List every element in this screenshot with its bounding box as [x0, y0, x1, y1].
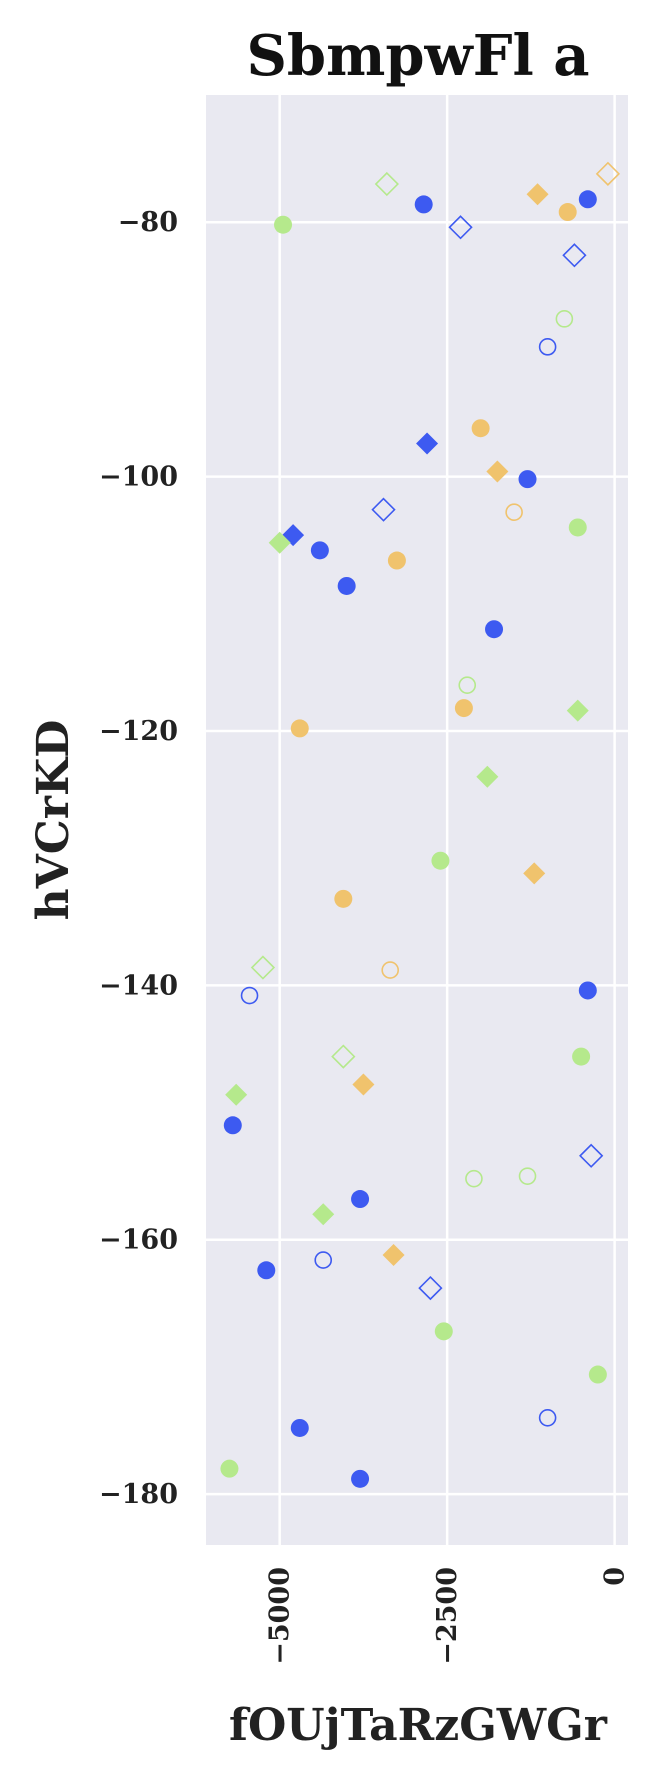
y-tick-label: −100: [99, 462, 178, 493]
green-diamond-hollow-point: [331, 1044, 356, 1069]
blue-circle-filled-point: [351, 1190, 370, 1209]
green-diamond-filled-point: [268, 531, 291, 554]
green-circle-filled-point: [572, 1047, 591, 1066]
chart-title: SbmpwFl a: [246, 23, 589, 89]
blue-circle-filled-point: [578, 981, 597, 1000]
green-diamond-filled-point: [312, 1203, 335, 1226]
green-circle-filled-point: [568, 518, 587, 537]
x-tick-labels: −5000 −2500 0: [265, 1567, 631, 1665]
blue-diamond-hollow-point: [371, 497, 396, 522]
y-tick-label: −120: [99, 716, 178, 747]
y-tick-label: −180: [99, 1479, 178, 1510]
green-diamond-filled-point: [566, 699, 589, 722]
blue-diamond-hollow-point: [448, 215, 473, 240]
blue-circle-filled-point: [414, 195, 433, 214]
orange-circle-filled-point: [290, 719, 309, 738]
green-circle-filled-point: [220, 1459, 239, 1478]
green-circle-filled-point: [274, 215, 293, 234]
orange-diamond-filled-point: [526, 183, 549, 206]
data-points: [220, 161, 621, 1488]
green-circle-hollow-point: [555, 310, 574, 328]
green-circle-filled-point: [434, 1322, 453, 1341]
blue-diamond-hollow-point: [418, 1275, 443, 1301]
orange-diamond-filled-point: [382, 1244, 405, 1266]
y-tick-labels: −80 −100 −120 −140 −160 −180: [99, 207, 178, 1510]
blue-diamond-hollow-point: [579, 1143, 604, 1168]
blue-circle-filled-point: [337, 576, 356, 595]
orange-circle-filled-point: [471, 419, 490, 438]
green-diamond-filled-point: [476, 765, 499, 788]
orange-diamond-filled-point: [523, 862, 546, 885]
blue-circle-hollow-point: [538, 338, 557, 356]
orange-circle-filled-point: [558, 203, 577, 222]
blue-diamond-hollow-point: [562, 243, 587, 268]
blue-circle-hollow-point: [538, 1409, 557, 1427]
orange-circle-hollow-point: [381, 961, 400, 979]
y-tick-label: −80: [118, 207, 178, 238]
green-circle-hollow-point: [518, 1167, 537, 1185]
green-circle-hollow-point: [458, 676, 477, 694]
blue-diamond-filled-point: [416, 432, 439, 455]
orange-diamond-filled-point: [486, 460, 509, 483]
green-circle-filled-point: [431, 851, 450, 870]
blue-circle-hollow-point: [314, 1251, 333, 1269]
green-diamond-hollow-point: [374, 171, 399, 197]
orange-circle-filled-point: [454, 699, 473, 718]
y-tick-label: −160: [99, 1225, 178, 1256]
blue-circle-filled-point: [257, 1261, 276, 1280]
gridlines: [206, 95, 628, 1545]
blue-circle-hollow-point: [240, 986, 259, 1005]
x-axis-label: fOUjTaRzGWGr: [229, 1700, 608, 1751]
x-tick-label: 0: [600, 1567, 631, 1586]
orange-circle-filled-point: [387, 551, 406, 570]
blue-circle-filled-point: [223, 1116, 242, 1135]
orange-diamond-filled-point: [352, 1073, 375, 1096]
orange-diamond-hollow-point: [595, 161, 621, 186]
blue-circle-filled-point: [290, 1418, 309, 1437]
x-tick-label: −2500: [432, 1567, 463, 1665]
y-tick-label: −140: [99, 970, 178, 1001]
blue-circle-filled-point: [518, 470, 537, 489]
plot-area: [206, 95, 628, 1545]
blue-circle-filled-point: [351, 1469, 370, 1488]
green-circle-hollow-point: [465, 1169, 483, 1188]
green-circle-filled-point: [588, 1365, 607, 1384]
orange-circle-filled-point: [334, 889, 353, 908]
blue-circle-filled-point: [578, 190, 597, 209]
orange-circle-hollow-point: [505, 503, 523, 521]
green-diamond-hollow-point: [250, 955, 276, 980]
x-tick-label: −5000: [265, 1567, 296, 1665]
y-axis-label: hVCrKD: [28, 720, 79, 921]
blue-circle-filled-point: [485, 620, 504, 639]
green-diamond-filled-point: [225, 1083, 248, 1106]
blue-circle-filled-point: [310, 541, 329, 560]
